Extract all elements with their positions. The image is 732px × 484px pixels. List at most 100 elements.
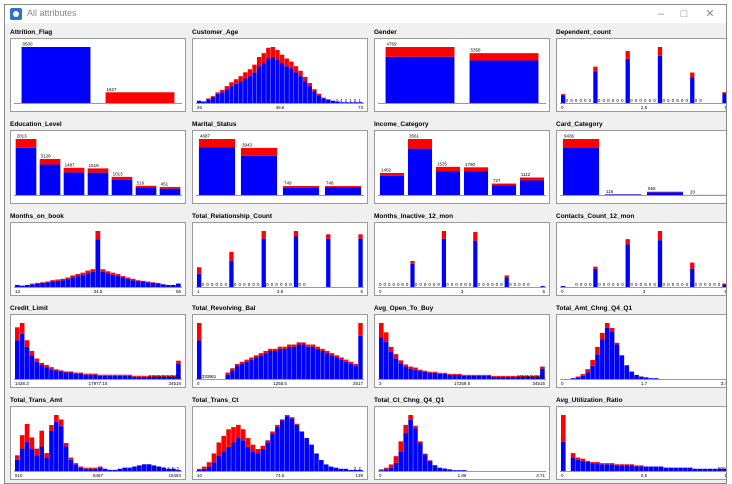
histogram-plot[interactable]: 0 0 0 0 0 0 0 0 0 0 0 0 0 0 0 0 0 0 0 0 0 0 0 0 0 0 0 2.5 5 [556, 38, 726, 112]
x-tick-label: 139 [355, 473, 363, 478]
histogram-bin-red [247, 69, 253, 77]
histogram-plot[interactable]: 0 1.7 3.4 [556, 314, 727, 388]
attribute-title: Attrition_Flag [10, 29, 53, 36]
bin-count-label: 0 [594, 282, 597, 287]
histogram-plot[interactable]: 4687 3943 749 748 [192, 130, 368, 204]
bar-segment-red [519, 177, 545, 181]
attribute-title: Total_Trans_Ct [192, 397, 239, 404]
bin-count-label: 0 [383, 282, 386, 287]
histogram-plot[interactable]: 3 4 2 1 0 1 26 49.5 73 [192, 38, 368, 112]
histogram-bin-blue [629, 465, 634, 471]
attribute-panel[interactable]: Customer_Age 3 4 2 1 0 1 26 49.5 73 [187, 23, 369, 117]
bar-segment-red [407, 139, 433, 149]
histogram-plot[interactable]: 1 0 1 2 5 2 510 8467 18484 [10, 406, 186, 480]
histogram-bin-blue [280, 63, 285, 103]
histogram-plot[interactable]: 2 2 10 74.5 139 [192, 406, 368, 480]
x-tick-label: 3.4 [721, 381, 727, 386]
histogram-plot[interactable]: 53 50 50 50 50 52 01 1438.3 17977.15 34516 [10, 314, 186, 388]
histogram-plot[interactable]: 0 1.86 3.71 [374, 406, 550, 480]
histogram-bin-red [256, 56, 262, 67]
histogram-bin-red [303, 76, 308, 82]
attribute-panel[interactable]: Income_Category 1402 3561 1535 1790 727 1112 [369, 115, 551, 209]
histogram-bin-red [383, 332, 389, 342]
histogram-bin-red [230, 368, 235, 371]
histogram-bin-red [45, 281, 50, 283]
attribute-panel[interactable]: Avg_Utilization_Ratio 50 24 0 0.5 1 [551, 391, 726, 483]
histogram-bin-red [575, 457, 581, 460]
histogram-plot[interactable]: 33 39 61 0 1258.5 2517 [192, 314, 368, 388]
attribute-panel[interactable]: Marital_Status 4687 3943 749 748 [187, 115, 369, 209]
maximize-button[interactable]: □ [680, 8, 688, 20]
histogram-bin-red [95, 231, 101, 240]
bin-count-label: 0 [388, 282, 391, 287]
histogram-plot[interactable]: 13 34.5 56 [10, 222, 186, 296]
attribute-panel[interactable]: Months_on_book 13 34.5 56 [5, 207, 187, 301]
histogram-plot[interactable]: 8500 1627 [10, 38, 186, 112]
attribute-panel[interactable]: Contacts_Count_12_mon 0 0 0 0 0 0 0 0 0 0 0 0 0 0 0 0 0 0 0… [551, 207, 726, 301]
histogram-bin-blue [249, 359, 254, 379]
histogram-bin-blue [344, 102, 349, 103]
histogram-bin-red [210, 96, 216, 97]
histogram-plot[interactable]: 2013 3128 1487 1519 1013 516 451 [10, 130, 186, 204]
histogram-bin-blue [49, 430, 54, 471]
bin-count-label: 1 [163, 466, 166, 471]
attribute-panel[interactable]: Total_Trans_Ct 2 2 10 74.5 139 [187, 391, 369, 483]
histogram-bin-red [58, 370, 64, 372]
histogram-bin-red [585, 369, 590, 373]
bar-segment-red [463, 167, 489, 172]
bin-count-label: 1 [153, 466, 156, 471]
attribute-panel[interactable]: Total_Amt_Chng_Q4_Q1 0 1.7 3.4 [551, 299, 727, 393]
histogram-plot[interactable]: 55 56 54 52 50 51 3 17259.5 34516 [374, 314, 550, 388]
histogram-bin-blue [717, 468, 722, 471]
histogram-bin-blue [486, 375, 491, 379]
bin-count-label: 0 [649, 282, 652, 287]
histogram-svg: 0 1.86 3.71 [378, 415, 546, 478]
attribute-panel[interactable]: Total_Ct_Chng_Q4_Q1 0 1.86 3.71 [369, 391, 551, 483]
minimize-button[interactable]: – [657, 8, 665, 20]
attribute-panel[interactable]: Months_Inactive_12_mon 0 0 0 0 0 0 0 0 0 0 0 0 0 0 0 0 0 0… [369, 207, 551, 301]
histogram-bin-blue [314, 453, 319, 471]
histogram-bin-blue [321, 98, 326, 103]
histogram-bin-blue [307, 86, 312, 103]
attribute-panel[interactable]: Total_Revolving_Bal 33 39 61 0 1258.5 2517 [187, 299, 369, 393]
attribute-panel[interactable]: Dependent_count 0 0 0 0 0 0 0 0 0 0 0 0 0 0 0 0 0 0 0 0 0 0 0 0 0… [551, 23, 726, 117]
histogram-bin-red [268, 348, 273, 351]
histogram-bin-blue [301, 344, 306, 379]
attribute-panel[interactable]: Avg_Open_To_Buy 55 56 54 52 50 51 3 17259.5 34516 [369, 299, 551, 393]
bin-count-label: 0 [699, 98, 702, 103]
histogram-bin-blue [570, 457, 576, 471]
bin-count-label: 0 [635, 282, 638, 287]
histogram-bin-red [63, 443, 69, 447]
histogram-bin-red [255, 449, 261, 454]
attribute-panel[interactable]: Total_Relationship_Count 0 0 0 0 0 0 0 0 0 0 0 0 0 0 0 0… [187, 207, 369, 301]
attribute-panel[interactable]: Education_Level 2013 3128 1487 1519 1013 516 45… [5, 115, 187, 209]
histogram-bin-blue [211, 462, 217, 471]
histogram-bin-blue [229, 86, 234, 103]
histogram-bin-red [284, 415, 290, 417]
histogram-plot[interactable]: 0 0 0 0 0 0 0 0 0 0 0 0 0 0 0 0 0 0 0 0 1 3.5 6 [192, 222, 368, 296]
attribute-panel[interactable]: Attrition_Flag 8500 1627 [5, 23, 187, 117]
attribute-panel[interactable]: Card_Category 9436 116 555 20 [551, 115, 726, 209]
histogram-plot[interactable]: 9436 116 555 20 [556, 130, 726, 204]
title-bar[interactable]: All attributes – □ ✕ [5, 5, 726, 23]
histogram-plot[interactable]: 4769 5358 [374, 38, 550, 112]
histogram-bin-red [289, 61, 294, 69]
close-button[interactable]: ✕ [705, 8, 715, 20]
histogram-plot[interactable]: 1402 3561 1535 1790 727 1112 [374, 130, 550, 204]
histogram-bin-blue [156, 466, 162, 471]
attribute-panel[interactable]: Gender 4769 5358 [369, 23, 551, 117]
histogram-bin-blue [20, 285, 25, 287]
attribute-panel[interactable]: Total_Trans_Amt 1 0 1 2 5 2 510 8467 18484 [5, 391, 187, 483]
histogram-bin-blue [256, 66, 262, 103]
histogram-bin-blue [442, 373, 448, 379]
attribute-panel[interactable]: Credit_Limit 53 50 50 50 50 52 01 1438.3 17977.15… [5, 299, 187, 393]
bin-count-label: 0 [607, 98, 610, 103]
histogram-bin-blue [316, 95, 322, 103]
bar-segment-red [379, 172, 405, 176]
histogram-bin-blue [520, 376, 526, 379]
histogram-plot[interactable]: 50 24 0 0.5 1 [556, 406, 726, 480]
x-tick-label: 3.5 [277, 289, 284, 294]
histogram-bin-red [580, 458, 586, 461]
